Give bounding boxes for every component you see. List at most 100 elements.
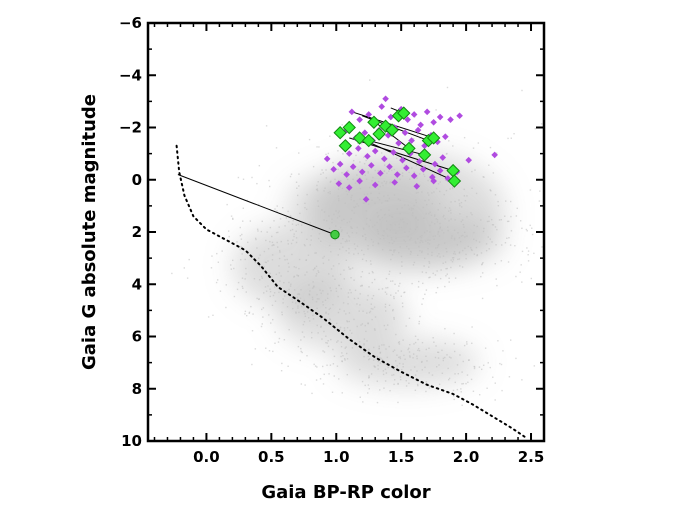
speckle bbox=[453, 398, 455, 401]
speckle bbox=[273, 244, 275, 246]
speckle bbox=[417, 254, 419, 257]
speckle bbox=[411, 282, 413, 285]
speckle bbox=[453, 251, 456, 253]
speckle bbox=[351, 194, 353, 197]
speckle bbox=[262, 307, 265, 309]
speckle bbox=[457, 372, 459, 375]
speckle bbox=[485, 249, 488, 252]
speckle bbox=[325, 153, 327, 156]
speckle bbox=[351, 267, 354, 269]
speckle bbox=[368, 311, 371, 314]
speckle bbox=[381, 234, 384, 236]
speckle bbox=[341, 360, 343, 363]
speckle bbox=[246, 314, 248, 317]
speckle bbox=[362, 401, 364, 403]
speckle bbox=[366, 340, 368, 342]
speckle bbox=[421, 239, 423, 242]
speckle bbox=[476, 254, 479, 256]
speckle bbox=[509, 244, 512, 246]
speckle bbox=[448, 220, 450, 222]
speckle bbox=[449, 188, 451, 190]
speckle bbox=[348, 252, 350, 254]
speckle bbox=[495, 278, 497, 280]
speckle bbox=[483, 176, 485, 178]
speckle bbox=[350, 291, 352, 294]
speckle bbox=[295, 237, 298, 239]
speckle bbox=[390, 280, 392, 282]
speckle bbox=[395, 237, 397, 240]
speckle bbox=[425, 381, 428, 383]
speckle bbox=[497, 204, 500, 207]
speckle bbox=[414, 389, 417, 392]
speckle bbox=[395, 333, 397, 336]
speckle bbox=[299, 297, 302, 299]
speckle bbox=[315, 275, 317, 277]
speckle bbox=[300, 305, 303, 308]
speckle bbox=[239, 235, 242, 237]
speckle bbox=[256, 297, 258, 300]
speckle bbox=[363, 338, 366, 340]
speckle bbox=[347, 170, 349, 172]
speckle bbox=[467, 381, 469, 384]
purple-point bbox=[429, 173, 436, 181]
speckle bbox=[384, 213, 386, 216]
speckle bbox=[496, 284, 498, 287]
speckle bbox=[346, 240, 348, 243]
speckle bbox=[438, 202, 441, 205]
speckle bbox=[482, 176, 484, 178]
speckle bbox=[353, 253, 355, 255]
speckle bbox=[414, 240, 417, 243]
speckle bbox=[500, 219, 502, 221]
speckle bbox=[437, 230, 440, 233]
speckle bbox=[415, 164, 418, 167]
speckle bbox=[378, 345, 380, 347]
speckle bbox=[301, 331, 304, 333]
speckle bbox=[462, 234, 464, 237]
speckle bbox=[413, 366, 416, 368]
speckle bbox=[188, 258, 190, 261]
speckle bbox=[363, 351, 365, 353]
speckle bbox=[325, 341, 327, 344]
speckle bbox=[425, 289, 428, 291]
speckle bbox=[304, 274, 306, 276]
speckle bbox=[401, 302, 404, 304]
speckle bbox=[423, 265, 425, 267]
speckle bbox=[373, 346, 375, 349]
speckle bbox=[425, 355, 427, 358]
speckle bbox=[303, 310, 305, 313]
speckle bbox=[421, 191, 423, 193]
speckle bbox=[436, 255, 439, 257]
speckle bbox=[361, 249, 363, 252]
speckle bbox=[481, 297, 484, 300]
speckle bbox=[361, 380, 364, 383]
speckle bbox=[458, 258, 461, 260]
speckle bbox=[335, 322, 338, 325]
speckle bbox=[444, 342, 446, 345]
axis-tick-labels: 0.0 0.5 1.0 1.5 2.0 2.5 −6 −4 −2 0 2 4 6 8 10 bbox=[119, 14, 544, 466]
speckle bbox=[401, 265, 403, 267]
speckle bbox=[333, 375, 335, 377]
speckle bbox=[458, 252, 461, 254]
speckle bbox=[377, 368, 379, 370]
speckle bbox=[378, 356, 381, 359]
speckle bbox=[335, 225, 337, 227]
speckle bbox=[272, 350, 274, 353]
speckle bbox=[366, 217, 368, 220]
speckle bbox=[359, 368, 361, 371]
speckle bbox=[255, 238, 257, 241]
speckle bbox=[458, 203, 461, 205]
speckle bbox=[450, 357, 452, 359]
speckle bbox=[393, 251, 395, 253]
speckle bbox=[383, 164, 386, 166]
speckle bbox=[420, 167, 422, 169]
speckle bbox=[575, 252, 576, 253]
speckle bbox=[389, 182, 391, 184]
speckle bbox=[345, 190, 348, 192]
speckle bbox=[283, 255, 286, 257]
speckle bbox=[302, 323, 305, 326]
speckle bbox=[421, 271, 424, 273]
speckle bbox=[240, 245, 242, 248]
speckle bbox=[384, 380, 387, 382]
speckle bbox=[462, 223, 465, 226]
